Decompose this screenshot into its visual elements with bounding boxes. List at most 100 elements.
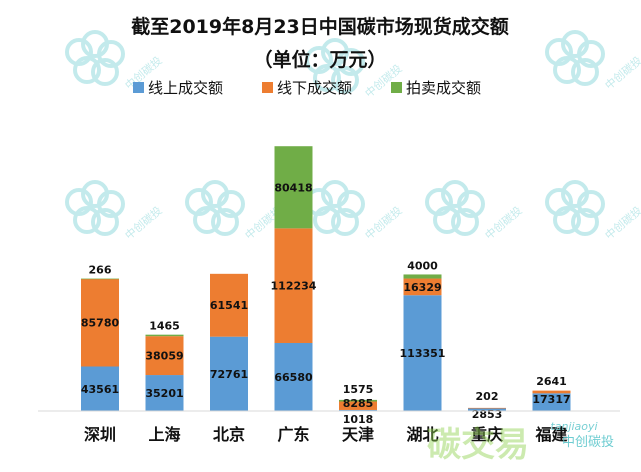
data-label-offline: 112234 bbox=[271, 280, 317, 293]
category-label: 湖北 bbox=[406, 425, 438, 444]
watermark-name: 中创碳投 bbox=[362, 203, 405, 242]
watermark-ring bbox=[97, 40, 125, 68]
brand-watermark-url: tanjiaoyi bbox=[550, 420, 597, 433]
bar-auction bbox=[339, 399, 377, 402]
data-label-online: 113351 bbox=[400, 347, 446, 360]
chart-title: 截至2019年8月23日中国碳市场现货成交额 bbox=[131, 15, 509, 38]
watermark-ring bbox=[553, 56, 581, 84]
data-label-offline: 16329 bbox=[403, 281, 441, 294]
bar-offline bbox=[274, 228, 313, 343]
watermark-ring bbox=[81, 30, 109, 58]
data-label-auction: 266 bbox=[89, 264, 112, 277]
bar-auction bbox=[145, 334, 184, 337]
watermark-ring bbox=[331, 208, 359, 236]
bar-online bbox=[339, 409, 377, 411]
data-label-online: 2853 bbox=[472, 408, 503, 421]
data-label-auction: 80418 bbox=[274, 181, 312, 194]
data-label-auction: 1575 bbox=[343, 383, 374, 396]
legend-swatch-auction bbox=[391, 82, 402, 93]
watermark-ring bbox=[425, 188, 453, 216]
watermark-ring bbox=[97, 190, 125, 218]
category-label: 深圳 bbox=[84, 425, 116, 444]
bar-auction bbox=[403, 274, 442, 279]
watermark-ring bbox=[321, 180, 349, 208]
value-labels: 43561 85780 266 35201 38059 1465 72761 61541 665… bbox=[81, 181, 571, 426]
legend: 线上成交额 线下成交额 拍卖成交额 bbox=[133, 79, 481, 97]
watermark-ring bbox=[211, 208, 239, 236]
bar-online bbox=[403, 295, 442, 411]
bar-online bbox=[81, 366, 119, 411]
watermark-ring bbox=[65, 38, 93, 66]
bar-online bbox=[210, 336, 248, 411]
data-label-auction: 4000 bbox=[407, 259, 438, 272]
data-label-offline: 202 bbox=[476, 390, 499, 403]
bar-offline bbox=[81, 278, 119, 367]
bar-offline bbox=[403, 278, 442, 296]
data-label-online: 72761 bbox=[210, 368, 248, 381]
data-label-online: 35201 bbox=[145, 387, 183, 400]
watermark-ring bbox=[73, 206, 101, 234]
watermark-ring bbox=[337, 190, 365, 218]
legend-swatch-offline bbox=[262, 82, 273, 93]
watermark-ring bbox=[305, 46, 333, 74]
category-label: 北京 bbox=[213, 425, 245, 444]
watermark-ring bbox=[201, 180, 229, 208]
legend-swatch-online bbox=[133, 82, 144, 93]
data-label-offline: 61541 bbox=[210, 299, 248, 312]
bar-online bbox=[274, 342, 313, 411]
category-label: 天津 bbox=[342, 425, 374, 444]
watermark-ring bbox=[451, 208, 479, 236]
watermark-mark: 中创碳投 bbox=[65, 180, 165, 242]
watermark-ring bbox=[193, 206, 221, 234]
data-label-offline: 85780 bbox=[81, 317, 120, 330]
data-label-online: 17317 bbox=[532, 393, 570, 406]
watermark-ring bbox=[313, 206, 341, 234]
watermark-ring bbox=[337, 48, 365, 76]
category-labels: 深圳 上海 北京 广东 天津 湖北 重庆 福建 bbox=[84, 425, 568, 444]
bar-online bbox=[468, 408, 506, 411]
bar-offline bbox=[145, 336, 184, 376]
category-label: 福建 bbox=[534, 425, 567, 444]
watermark-ring bbox=[441, 180, 469, 208]
watermark-ring bbox=[571, 58, 599, 86]
watermark-mark: 中创碳投 bbox=[425, 180, 525, 242]
brand-watermark-text: 碳交易 bbox=[427, 425, 529, 465]
watermark-mark: 中创碳投 bbox=[305, 180, 405, 242]
category-label: 重庆 bbox=[471, 425, 503, 444]
bar-auction bbox=[274, 146, 313, 229]
watermark-ring bbox=[331, 66, 359, 94]
watermark-mark: 中创碳投 bbox=[545, 30, 641, 92]
watermark-name: 中创碳投 bbox=[122, 203, 165, 242]
watermark-ring bbox=[553, 206, 581, 234]
data-label-offline: 38059 bbox=[145, 350, 183, 363]
watermark-ring bbox=[561, 30, 589, 58]
legend-label-online: 线上成交额 bbox=[148, 79, 223, 97]
bars bbox=[81, 146, 571, 411]
bar-online bbox=[532, 393, 571, 411]
bar-offline bbox=[339, 401, 377, 410]
category-label: 上海 bbox=[148, 425, 180, 444]
bar-online bbox=[145, 375, 184, 411]
watermark-ring bbox=[65, 188, 93, 216]
watermark-ring bbox=[185, 188, 213, 216]
watermark-ring bbox=[73, 56, 101, 84]
legend-label-auction: 拍卖成交额 bbox=[406, 79, 481, 97]
bar-auction bbox=[81, 278, 119, 280]
data-label-online: 43561 bbox=[81, 383, 119, 396]
watermark-ring bbox=[545, 188, 573, 216]
watermark-ring bbox=[313, 64, 341, 92]
legend-label-offline: 线下成交额 bbox=[277, 79, 352, 97]
data-label-offline: 2641 bbox=[536, 375, 567, 388]
watermark-ring bbox=[571, 208, 599, 236]
watermark-ring bbox=[433, 206, 461, 234]
brand-watermark: 碳交易 tanjiaoyi 中创碳投 bbox=[427, 420, 614, 465]
bar-offline bbox=[468, 407, 506, 409]
watermark-ring bbox=[561, 180, 589, 208]
watermark-ring bbox=[91, 208, 119, 236]
data-label-auction: 1465 bbox=[149, 320, 180, 333]
watermark-ring bbox=[545, 38, 573, 66]
watermark-name: 中创碳投 bbox=[482, 203, 525, 242]
watermark-ring bbox=[81, 180, 109, 208]
watermark-ring bbox=[457, 190, 485, 218]
